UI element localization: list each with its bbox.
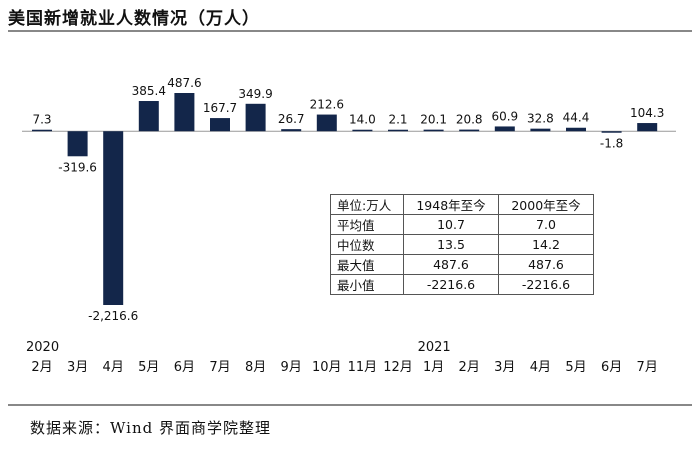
- bar: [494, 126, 515, 132]
- year-label-group: 2020 2021: [26, 340, 451, 355]
- x-tick-label: 4月: [530, 360, 551, 375]
- bar: [316, 114, 337, 132]
- year-label: 2021: [418, 340, 451, 355]
- value-label: 44.4: [563, 111, 590, 125]
- bar: [423, 129, 444, 132]
- value-label: 26.7: [278, 112, 305, 126]
- value-label-group: 7.3-319.6-2,216.6385.4487.6167.7349.926.…: [32, 76, 664, 323]
- year-label: 2020: [26, 340, 59, 355]
- stats-row-label: 平均值: [330, 214, 404, 235]
- top-rule: [8, 30, 692, 32]
- value-label: -319.6: [58, 160, 97, 174]
- bar: [601, 131, 622, 133]
- x-tick-label: 5月: [565, 360, 586, 375]
- value-label: 7.3: [32, 113, 51, 127]
- value-label: 2.1: [388, 113, 407, 127]
- bar: [245, 103, 266, 132]
- x-tick-label: 8月: [245, 360, 266, 375]
- bar: [67, 131, 88, 157]
- value-label: 385.4: [132, 84, 166, 98]
- x-tick-label: 5月: [138, 360, 159, 375]
- x-tick-label: 2月: [31, 360, 52, 375]
- value-label: -1.8: [600, 137, 623, 151]
- stats-header-2000: 2000年至今: [498, 194, 594, 215]
- stats-cell: 487.6: [498, 254, 594, 275]
- stats-row-max: 最大值 487.6 487.6: [330, 254, 594, 275]
- stats-row-median: 中位数 13.5 14.2: [330, 234, 594, 255]
- x-tick-label: 6月: [174, 360, 195, 375]
- value-label: 32.8: [527, 112, 554, 126]
- stats-cell: 10.7: [403, 214, 499, 235]
- x-tick-label: 6月: [601, 360, 622, 375]
- stats-cell: 13.5: [403, 234, 499, 255]
- bar: [103, 131, 124, 305]
- x-tick-label: 12月: [383, 360, 413, 375]
- stats-row-mean: 平均值 10.7 7.0: [330, 214, 594, 235]
- bar: [530, 128, 551, 132]
- x-tick-label: 3月: [494, 360, 515, 375]
- x-tick-label: 3月: [67, 360, 88, 375]
- x-tick-label: 7月: [637, 360, 658, 375]
- x-tick-label: 1月: [423, 360, 444, 375]
- value-label: 60.9: [491, 109, 518, 123]
- stats-row-label: 最大值: [330, 254, 404, 275]
- x-tick-label: 4月: [103, 360, 124, 375]
- value-label: 20.1: [420, 113, 447, 127]
- bar: [281, 129, 302, 132]
- x-tick-label: 10月: [312, 360, 342, 375]
- value-label: 14.0: [349, 113, 376, 127]
- stats-cell: 7.0: [498, 214, 594, 235]
- bar: [32, 129, 52, 132]
- bar-group: [32, 93, 658, 305]
- value-label: 487.6: [167, 76, 201, 90]
- stats-cell: -2216.6: [498, 274, 594, 295]
- value-label: -2,216.6: [88, 309, 138, 323]
- bottom-rule: [8, 404, 692, 406]
- value-label: 104.3: [630, 106, 664, 120]
- bar: [210, 118, 230, 132]
- stats-header-row: 单位:万人 1948年至今 2000年至今: [330, 194, 594, 215]
- x-tick-label: 11月: [348, 360, 378, 375]
- value-label: 167.7: [203, 101, 237, 115]
- x-tick-label-group: 2月 3月 4月 5月 6月 7月 8月 9月 10月 11月 12月 1月 2月 3月 4月 5月 6月 7月: [31, 360, 657, 375]
- bar: [637, 123, 658, 132]
- chart-title: 美国新增就业人数情况（万人）: [8, 9, 260, 29]
- stats-header-1948: 1948年至今: [403, 194, 499, 215]
- stats-row-min: 最小值 -2216.6 -2216.6: [330, 274, 594, 295]
- bar: [174, 93, 195, 132]
- bar: [138, 101, 159, 132]
- bar: [352, 129, 373, 132]
- bar: [566, 127, 586, 132]
- x-tick-label: 9月: [281, 360, 302, 375]
- stats-cell: 14.2: [498, 234, 594, 255]
- stats-cell: 487.6: [403, 254, 499, 275]
- stats-header-unit: 单位:万人: [330, 194, 404, 215]
- stats-row-label: 最小值: [330, 274, 404, 295]
- x-tick-label: 2月: [459, 360, 480, 375]
- stats-table: 单位:万人 1948年至今 2000年至今 平均值 10.7 7.0 中位数 1…: [330, 194, 594, 295]
- value-label: 349.9: [238, 87, 272, 101]
- value-label: 212.6: [310, 98, 344, 112]
- bar: [388, 129, 408, 132]
- value-label: 20.8: [456, 113, 483, 127]
- source-note: 数据来源：Wind 界面商学院整理: [30, 419, 271, 437]
- stats-row-label: 中位数: [330, 234, 404, 255]
- x-tick-label: 7月: [209, 360, 230, 375]
- bar: [459, 129, 480, 132]
- stats-cell: -2216.6: [403, 274, 499, 295]
